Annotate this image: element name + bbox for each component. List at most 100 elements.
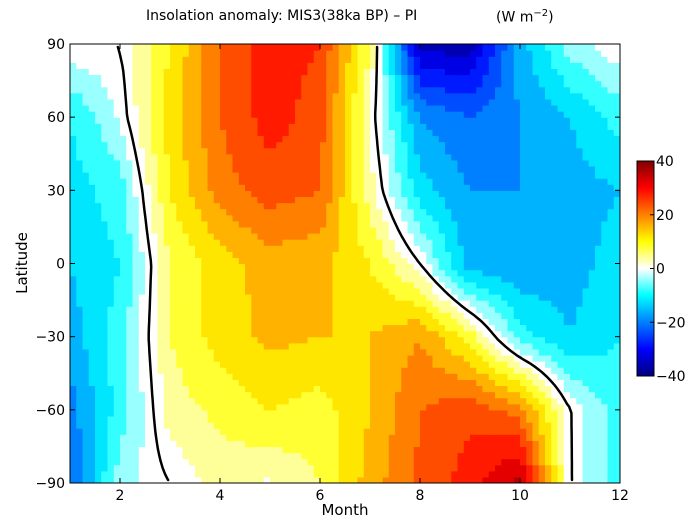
heatmap-cell xyxy=(226,226,234,234)
heatmap-cell xyxy=(382,263,390,271)
heatmap-cell xyxy=(470,293,477,301)
heatmap-cell xyxy=(563,287,571,295)
heatmap-cell xyxy=(482,190,490,198)
heatmap-cell xyxy=(438,159,446,167)
heatmap-cell xyxy=(601,196,609,204)
heatmap-cell xyxy=(395,458,402,466)
heatmap-cell xyxy=(370,470,377,478)
heatmap-cell xyxy=(107,342,115,350)
heatmap-cell xyxy=(545,233,552,240)
heatmap-cell xyxy=(345,275,352,283)
heatmap-cell xyxy=(426,464,434,472)
heatmap-cell xyxy=(545,214,552,222)
heatmap-cell xyxy=(413,245,421,252)
heatmap-cell xyxy=(351,172,359,179)
heatmap-cell xyxy=(576,446,584,454)
heatmap-cell xyxy=(388,263,396,271)
heatmap-cell xyxy=(538,354,546,362)
heatmap-cell xyxy=(82,367,90,374)
heatmap-cell xyxy=(488,251,496,259)
heatmap-cell xyxy=(376,367,384,374)
heatmap-cell xyxy=(88,391,96,399)
heatmap-cell xyxy=(151,293,159,301)
heatmap-cell xyxy=(426,165,434,173)
heatmap-cell xyxy=(163,196,171,204)
heatmap-cell xyxy=(120,434,127,441)
heatmap-cell xyxy=(382,306,390,313)
heatmap-cell xyxy=(601,190,609,198)
heatmap-cell xyxy=(220,330,227,338)
heatmap-cell xyxy=(426,208,434,216)
heatmap-cell xyxy=(370,409,377,417)
heatmap-cell xyxy=(120,415,127,423)
heatmap-cell xyxy=(170,312,177,319)
heatmap-cell xyxy=(463,379,471,387)
heatmap-cell xyxy=(470,257,477,265)
heatmap-cell xyxy=(382,184,390,191)
heatmap-cell xyxy=(201,391,209,399)
heatmap-cell xyxy=(270,300,277,307)
heatmap-cell xyxy=(345,172,352,179)
heatmap-cell xyxy=(570,165,577,173)
heatmap-cell xyxy=(88,464,96,472)
heatmap-cell xyxy=(145,440,152,448)
heatmap-cell xyxy=(495,165,502,173)
heatmap-cell xyxy=(95,239,102,246)
heatmap-cell xyxy=(520,293,527,301)
heatmap-cell xyxy=(270,458,277,466)
heatmap-cell xyxy=(538,275,546,283)
heatmap-cell xyxy=(120,135,127,143)
heatmap-cell xyxy=(476,348,484,356)
heatmap-cell xyxy=(295,208,302,216)
heatmap-cell xyxy=(438,342,446,350)
heatmap-cell xyxy=(188,300,196,307)
heatmap-cell xyxy=(245,446,252,454)
heatmap-cell xyxy=(438,226,446,234)
heatmap-cell xyxy=(70,464,77,472)
heatmap-cell xyxy=(482,202,490,210)
heatmap-cell xyxy=(457,446,465,454)
heatmap-cell xyxy=(151,196,159,204)
heatmap-cell xyxy=(607,415,615,423)
heatmap-cell xyxy=(270,208,277,216)
heatmap-cell xyxy=(432,324,440,332)
heatmap-cell xyxy=(232,141,240,149)
heatmap-cell xyxy=(357,159,365,167)
heatmap-cell xyxy=(307,153,315,161)
heatmap-cell xyxy=(463,281,471,289)
heatmap-cell xyxy=(420,281,427,289)
heatmap-cell xyxy=(520,239,527,246)
heatmap-cell xyxy=(326,403,334,411)
heatmap-cell xyxy=(95,153,102,161)
heatmap-cell xyxy=(538,452,546,460)
heatmap-cell xyxy=(257,165,265,173)
heatmap-cell xyxy=(357,165,365,173)
heatmap-cell xyxy=(276,409,284,417)
heatmap-cell xyxy=(320,391,327,399)
heatmap-cell xyxy=(457,379,465,387)
heatmap-cell xyxy=(557,434,565,441)
heatmap-cell xyxy=(463,159,471,167)
heatmap-cell xyxy=(507,428,515,435)
heatmap-cell xyxy=(538,147,546,155)
heatmap-cell xyxy=(301,409,309,417)
heatmap-cell xyxy=(395,269,402,277)
heatmap-cell xyxy=(263,385,271,393)
heatmap-cell xyxy=(482,336,490,344)
heatmap-cell xyxy=(351,415,359,423)
heatmap-cell xyxy=(88,379,96,387)
heatmap-cell xyxy=(207,367,215,374)
heatmap-cell xyxy=(382,354,390,362)
heatmap-cell xyxy=(557,354,565,362)
heatmap-cell xyxy=(101,397,109,405)
heatmap-cell xyxy=(470,318,477,326)
heatmap-cell xyxy=(101,281,109,289)
heatmap-cell xyxy=(563,403,571,411)
heatmap-cell xyxy=(245,202,252,210)
heatmap-cell xyxy=(195,196,202,204)
heatmap-cell xyxy=(438,269,446,277)
heatmap-cell xyxy=(338,422,346,429)
heatmap-cell xyxy=(432,330,440,338)
heatmap-cell xyxy=(295,275,302,283)
heatmap-cell xyxy=(613,263,620,271)
